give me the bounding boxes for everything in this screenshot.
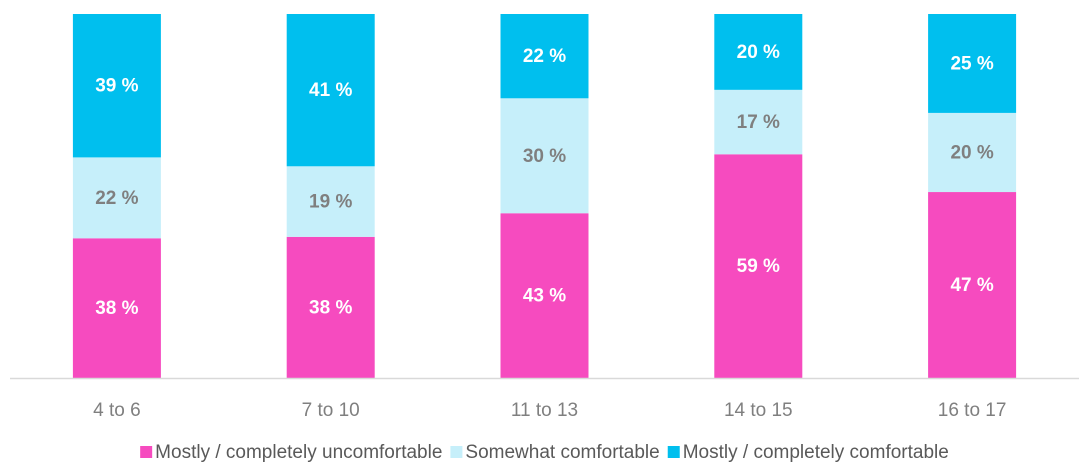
bar-segment bbox=[714, 14, 803, 90]
value-label: 38 % bbox=[95, 298, 138, 319]
bar-segment bbox=[72, 14, 161, 158]
legend-swatch bbox=[667, 446, 680, 458]
x-tick-label: 7 to 10 bbox=[302, 400, 360, 421]
bar-segment bbox=[500, 14, 589, 99]
legend-swatch bbox=[140, 446, 153, 458]
bar-segment bbox=[72, 238, 161, 378]
x-tick-label: 16 to 17 bbox=[938, 400, 1007, 421]
bar-segment bbox=[286, 236, 375, 378]
bar-segment bbox=[72, 157, 161, 239]
value-label: 47 % bbox=[950, 275, 993, 296]
bar-segment bbox=[286, 166, 375, 237]
value-label: 20 % bbox=[950, 142, 993, 163]
value-label: 59 % bbox=[737, 256, 780, 277]
value-label: 22 % bbox=[523, 46, 566, 67]
bar-segment bbox=[500, 213, 589, 378]
bar-segment bbox=[714, 89, 803, 155]
bar-segment bbox=[928, 14, 1017, 113]
value-label: 17 % bbox=[737, 112, 780, 133]
x-tick-label: 11 to 13 bbox=[511, 400, 578, 421]
value-label: 25 % bbox=[950, 53, 993, 74]
value-label: 38 % bbox=[309, 297, 352, 318]
x-tick-label: 14 to 15 bbox=[724, 400, 793, 421]
bar-segment bbox=[500, 98, 589, 214]
value-label: 22 % bbox=[95, 188, 138, 209]
legend-label: Mostly / completely uncomfortable bbox=[155, 442, 442, 463]
value-label: 30 % bbox=[523, 146, 566, 167]
bar-segment bbox=[286, 14, 375, 167]
legend: Mostly / completely uncomfortable Somewha… bbox=[140, 442, 949, 463]
legend-label: Somewhat comfortable bbox=[465, 442, 659, 463]
value-label: 19 % bbox=[309, 192, 352, 213]
legend-label: Mostly / completely comfortable bbox=[683, 442, 949, 463]
value-label: 39 % bbox=[95, 76, 138, 97]
bar-segment bbox=[714, 154, 803, 378]
x-tick-label: 4 to 6 bbox=[93, 400, 141, 421]
legend-swatch bbox=[450, 446, 463, 458]
bar-segment bbox=[928, 112, 1017, 193]
bar-segment bbox=[928, 192, 1017, 378]
value-label: 43 % bbox=[523, 286, 566, 307]
value-label: 20 % bbox=[737, 42, 780, 63]
value-label: 41 % bbox=[309, 80, 352, 101]
